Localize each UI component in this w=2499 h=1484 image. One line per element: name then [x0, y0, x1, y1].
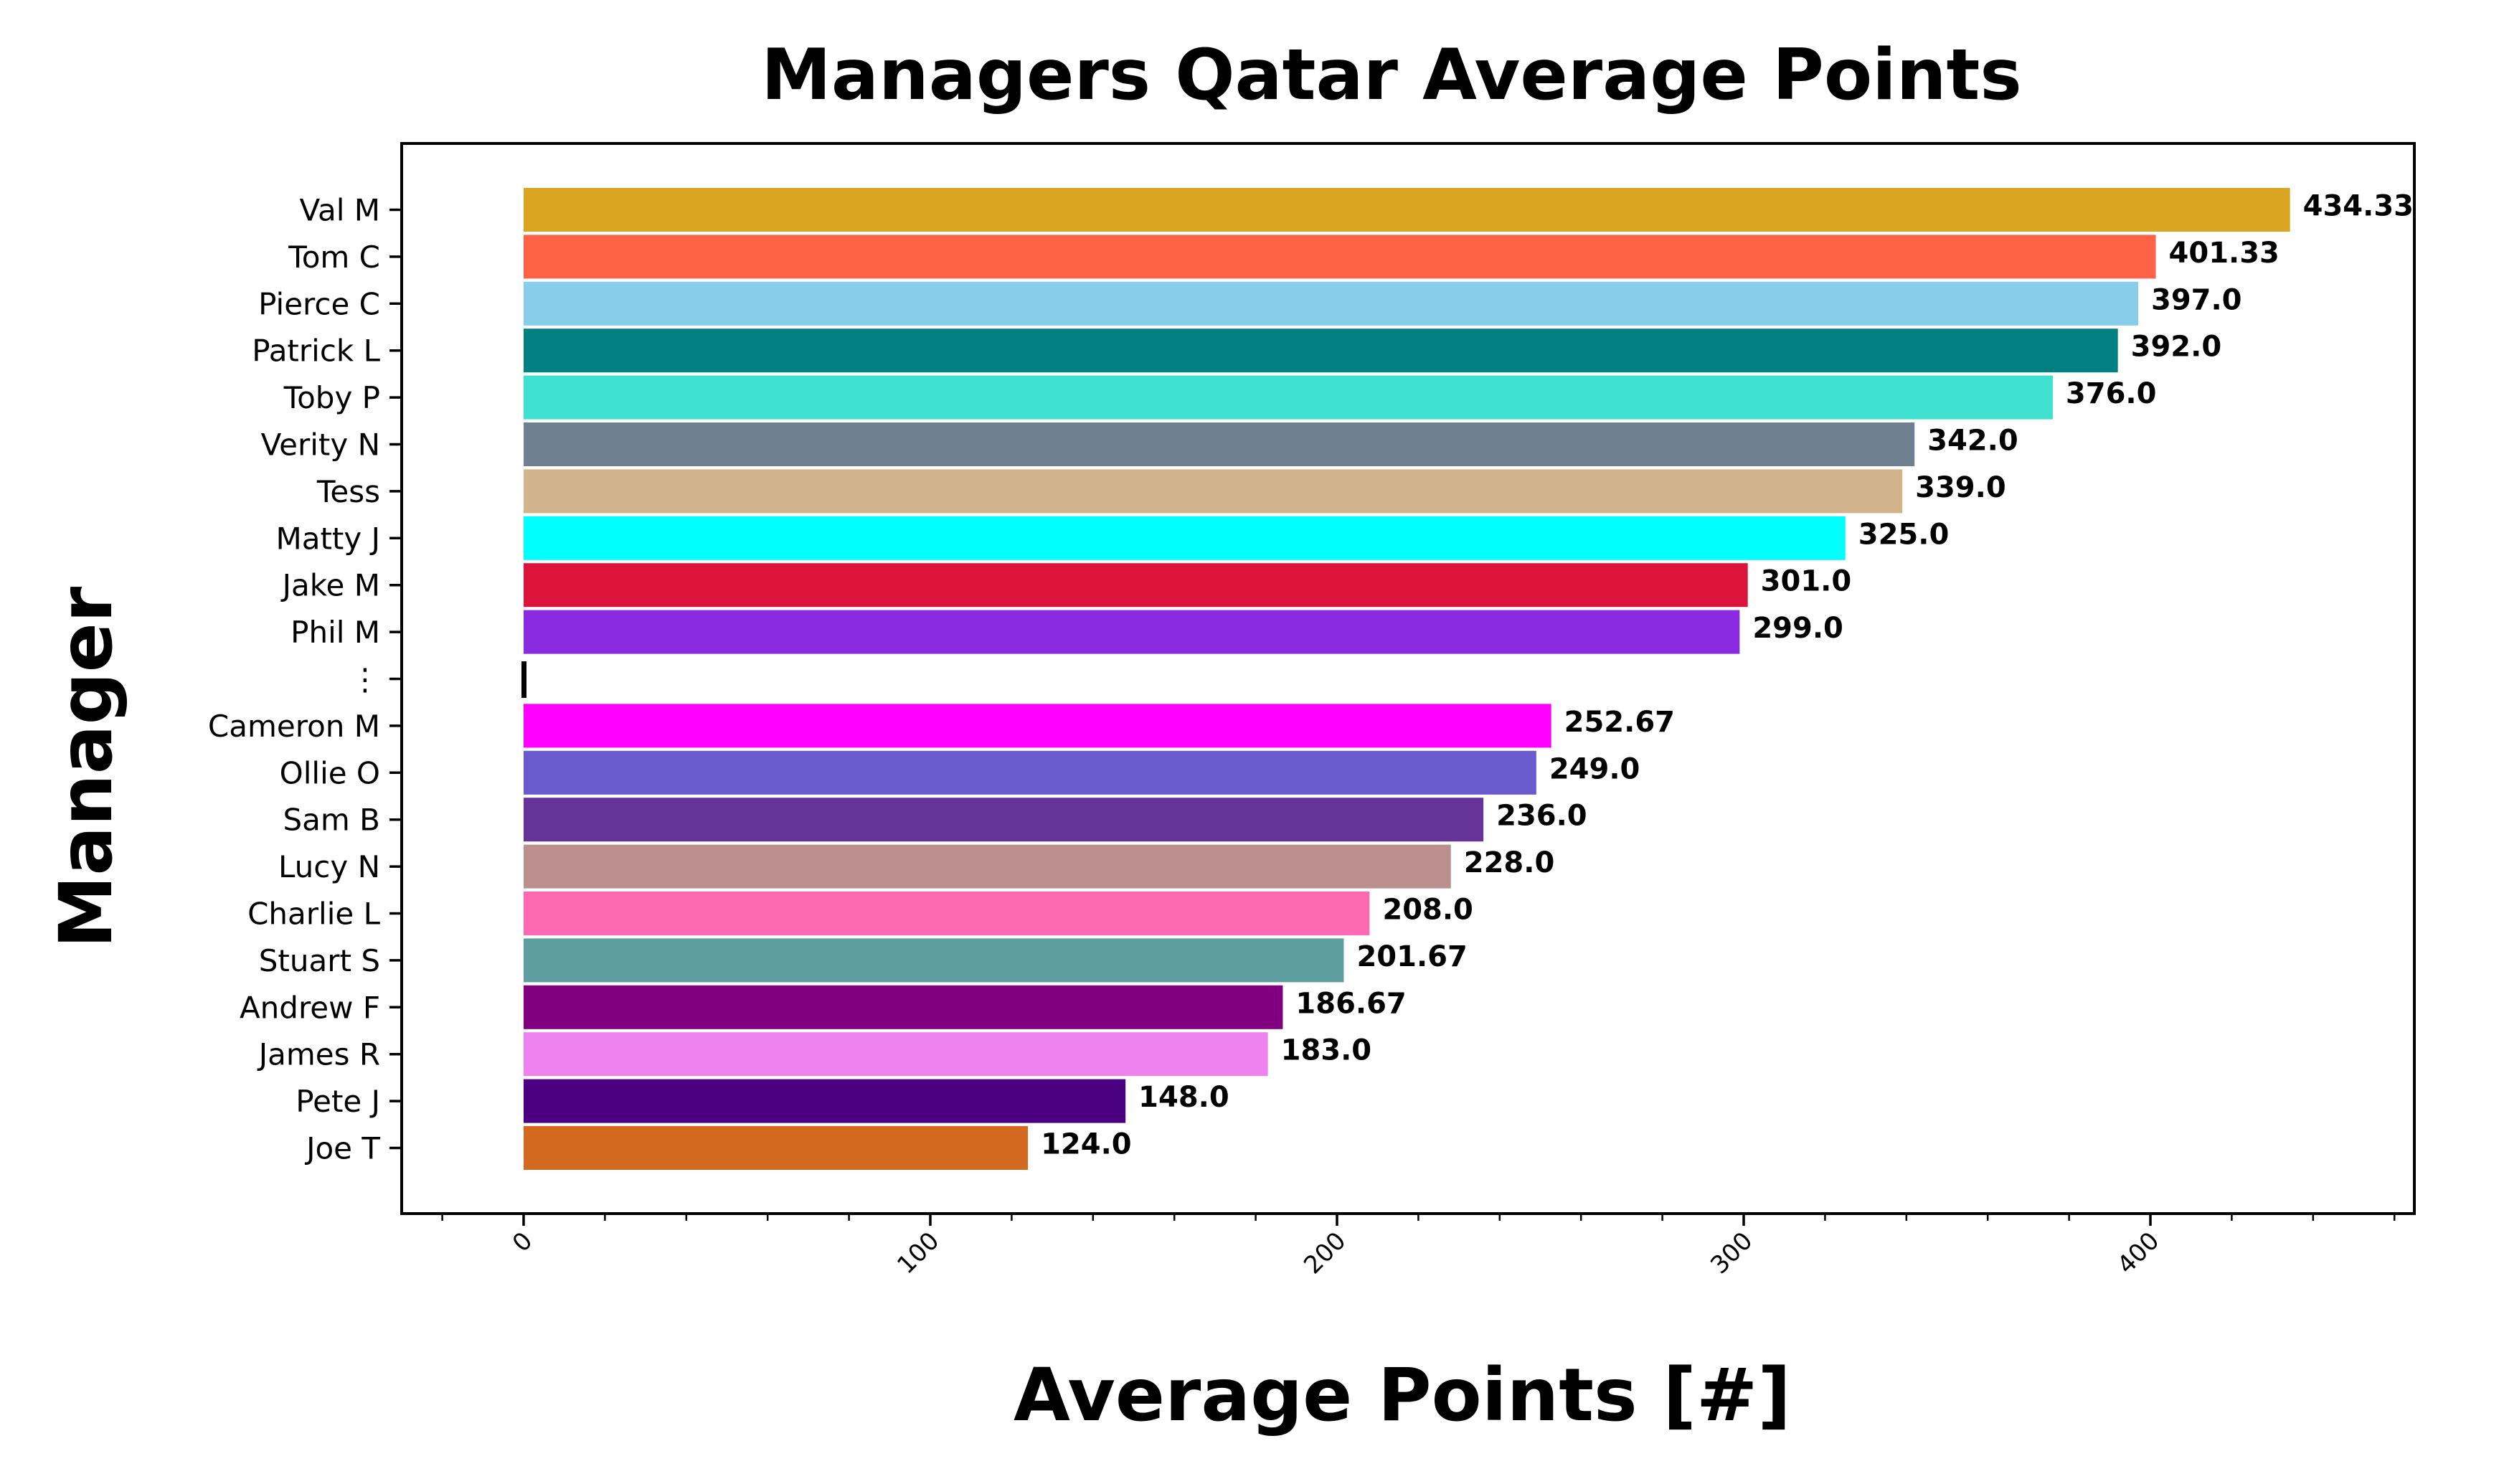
category-label: Pierce C: [258, 286, 380, 321]
x-tick-label: 100: [892, 1227, 945, 1280]
chart-title: Managers Qatar Average Points: [761, 34, 2021, 116]
category-label: Charlie L: [247, 897, 380, 932]
value-label: 397.0: [2151, 283, 2242, 316]
x-tick-label: 300: [1705, 1227, 1758, 1280]
value-label: 148.0: [1138, 1081, 1229, 1114]
value-label: 339.0: [1915, 471, 2006, 504]
value-label: 299.0: [1752, 612, 1843, 645]
bar: [524, 235, 2156, 279]
value-label: 376.0: [2066, 377, 2157, 410]
category-label: Lucy N: [278, 849, 380, 884]
bar: [524, 563, 1748, 608]
value-label: 252.67: [1564, 706, 1675, 739]
value-label: 301.0: [1761, 565, 1852, 598]
category-label: Matty J: [275, 521, 380, 556]
value-label: 186.67: [1295, 987, 1406, 1020]
category-label: Jake M: [280, 568, 380, 603]
category-label: Andrew F: [240, 990, 380, 1025]
value-label: 183.0: [1281, 1034, 1372, 1067]
x-tick-label: 200: [1298, 1227, 1351, 1280]
bar: [524, 1126, 1029, 1170]
bar: [524, 704, 1551, 748]
category-label: Tess: [316, 474, 380, 509]
value-label: 228.0: [1464, 846, 1555, 879]
bar: [524, 1079, 1126, 1123]
x-tick-label: 0: [507, 1227, 539, 1258]
category-label: Phil M: [290, 615, 380, 650]
bar: [524, 188, 2290, 232]
plot-area: 0 100 200 300 400 Val M 434.33 Tom C 401.33 Pierc…: [208, 142, 2416, 1280]
bar: [524, 1032, 1268, 1077]
bar: [524, 329, 2118, 373]
bar: [524, 469, 1903, 514]
category-label: Ollie O: [280, 755, 380, 790]
bar: [524, 422, 1915, 466]
x-tick-label: 400: [2112, 1227, 2165, 1280]
value-label: 342.0: [1927, 425, 2018, 458]
bar: [524, 750, 1536, 795]
value-label: 249.0: [1549, 752, 1640, 785]
category-label: Cameron M: [208, 709, 380, 744]
bar: [524, 610, 1740, 654]
category-label: Joe T: [304, 1131, 380, 1166]
x-axis-label: Average Points [#]: [1014, 1353, 1791, 1438]
value-label: 401.33: [2169, 237, 2280, 270]
category-label: Patrick L: [252, 334, 380, 369]
bar: [524, 938, 1344, 983]
value-label: 208.0: [1382, 894, 1473, 927]
category-label: James R: [257, 1037, 380, 1072]
value-label: 236.0: [1496, 800, 1587, 833]
bar: [524, 375, 2053, 420]
value-label: 124.0: [1041, 1128, 1132, 1161]
category-label: Val M: [300, 193, 380, 228]
category-label: Tom C: [288, 240, 380, 275]
bar: [524, 892, 1370, 935]
value-label: 201.67: [1356, 940, 1467, 973]
category-label: Stuart S: [259, 943, 380, 978]
bar: [524, 798, 1484, 842]
bar: [521, 661, 526, 698]
bar: [524, 281, 2138, 326]
y-axis-label: Manager: [44, 587, 129, 948]
bar: [524, 844, 1451, 889]
bar: [524, 985, 1283, 1029]
category-label: Pete J: [296, 1084, 380, 1119]
category-label: Sam B: [283, 803, 380, 838]
value-label: 434.33: [2303, 190, 2414, 223]
bar: [524, 516, 1846, 560]
category-label: ⋮: [350, 662, 380, 697]
value-label: 392.0: [2131, 331, 2222, 364]
category-label: Toby P: [283, 380, 380, 415]
category-label: Verity N: [261, 427, 380, 463]
value-label: 325.0: [1858, 518, 1950, 551]
